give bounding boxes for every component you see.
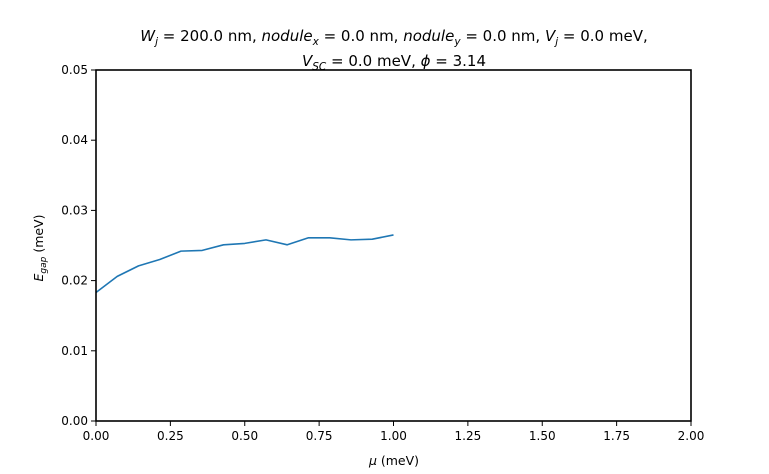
y-tick-label: 0.00 [61,414,88,428]
x-tick-label: 0.25 [157,429,184,443]
chart-marks: 0.00 0.25 0.50 0.75 1.00 1.25 1.50 1.75 2.00 0.00… [61,63,704,443]
x-tick-label: 1.50 [529,429,556,443]
x-tick-label: 1.25 [455,429,482,443]
y-axis-label: Egap (meV) [31,214,49,281]
x-tick-label: 1.00 [380,429,407,443]
chart-title-line1: Wj = 200.0 nm, nodulex = 0.0 nm, noduley… [140,27,647,48]
series-line [95,234,394,294]
y-tick-label: 0.01 [61,344,88,358]
x-tick-label: 0.75 [306,429,333,443]
chart-title-line2: VSC = 0.0 meV, ϕ = 3.14 [302,52,486,73]
x-tick-label: 2.00 [678,429,705,443]
y-tick-label: 0.02 [61,274,88,288]
x-tick-label: 0.50 [231,429,258,443]
x-axis-label: μ (meV) [368,453,419,468]
y-tick-label: 0.04 [61,133,88,147]
plot-frame [95,69,692,422]
y-tick-label: 0.03 [61,203,88,217]
x-tick-label: 1.75 [603,429,630,443]
x-tick-label: 0.00 [83,429,110,443]
y-tick-label: 0.05 [61,63,88,77]
